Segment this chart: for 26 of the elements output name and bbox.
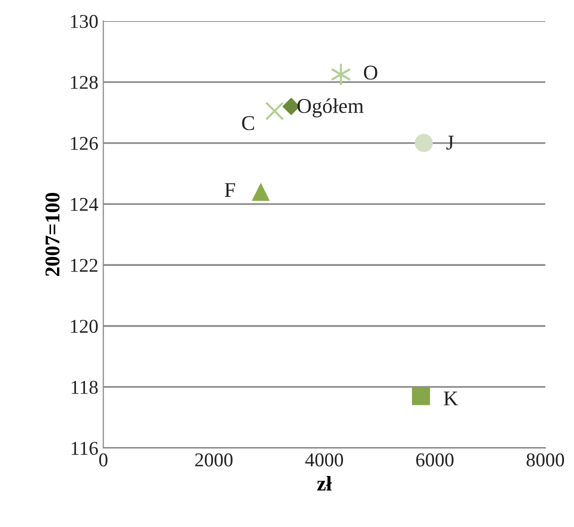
- x-tick-label: 6000: [416, 453, 454, 466]
- y-tick-label: 124: [71, 198, 98, 211]
- point: [252, 182, 270, 201]
- point: [414, 134, 433, 152]
- series-label: J: [446, 136, 454, 150]
- series-label: C: [242, 116, 254, 130]
- y-tick-label: 116: [72, 442, 98, 455]
- y-axis-title: 2007=100: [45, 192, 60, 276]
- y-tick-label: 120: [71, 320, 98, 333]
- series-label: K: [444, 392, 458, 406]
- series-label: F: [224, 183, 236, 197]
- x-tick-label: 0: [99, 453, 108, 466]
- x-tick-label: 4000: [305, 453, 344, 466]
- point: [331, 64, 350, 86]
- y-tick-label: 122: [71, 258, 98, 272]
- y-tick-label: 118: [72, 380, 98, 394]
- x-axis-title: zł: [317, 476, 332, 490]
- y-tick-label: 130: [71, 14, 98, 28]
- point: [412, 387, 430, 406]
- point: [265, 102, 284, 120]
- x-tick-label: 2000: [195, 453, 233, 466]
- series-label: O: [364, 66, 378, 80]
- series-label: Ogółem: [298, 98, 364, 118]
- y-tick-label: 128: [71, 76, 98, 89]
- x-tick-label: 8000: [526, 453, 564, 466]
- y-tick-label: 126: [71, 136, 98, 150]
